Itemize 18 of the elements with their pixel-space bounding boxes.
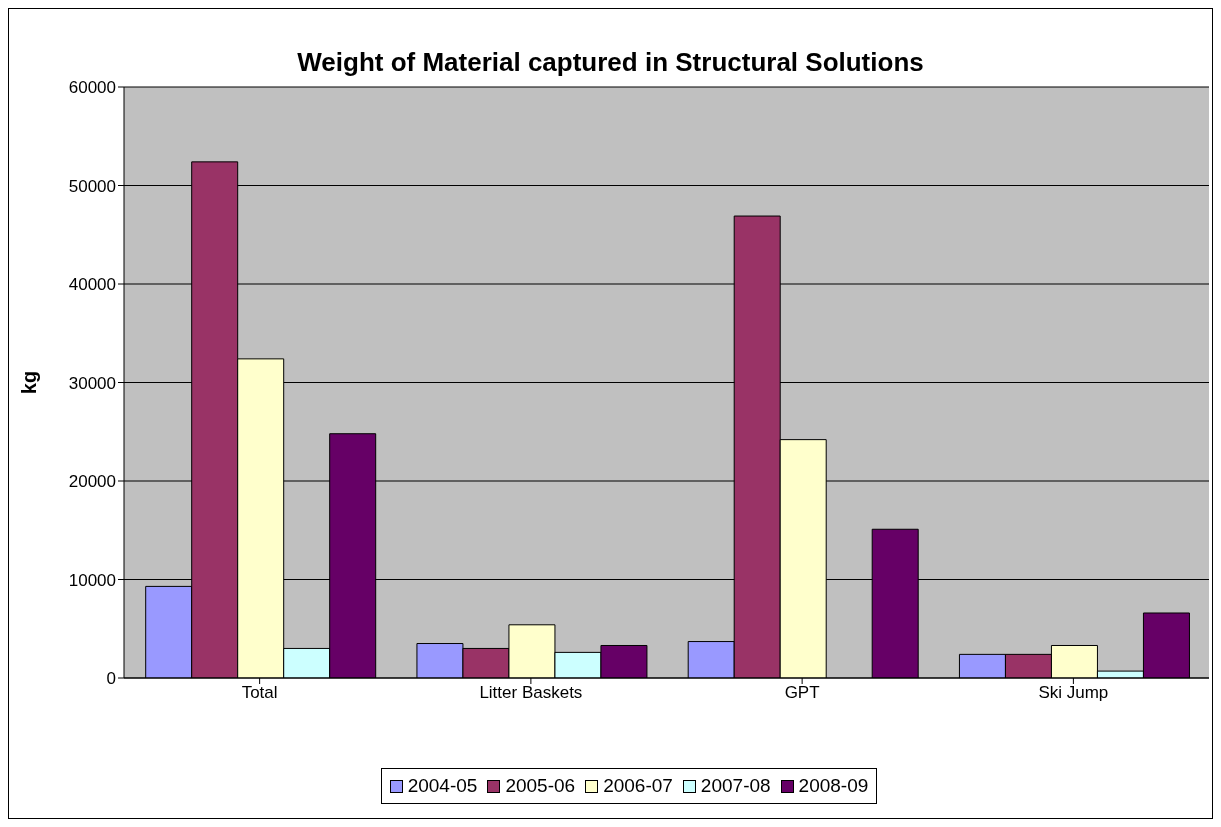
legend-label: 2008-09	[797, 775, 869, 797]
y-tick-label: 50000	[68, 176, 116, 196]
x-tick-label: GPT	[784, 683, 820, 703]
x-tick-label: Ski Jump	[1038, 683, 1109, 703]
legend-label: 2007-08	[699, 775, 771, 797]
legend-label: 2005-06	[504, 775, 576, 797]
x-tick-label: Total	[241, 683, 278, 703]
y-tick-label: 40000	[68, 275, 116, 295]
chart-title: Weight of Material captured in Structural Solutions	[296, 46, 925, 77]
legend-label: 2006-07	[602, 775, 673, 797]
y-tick-label: 20000	[68, 472, 116, 492]
y-tick-label: 10000	[68, 570, 116, 590]
x-tick-label: Litter Baskets	[479, 683, 583, 703]
y-axis-title: kg	[18, 370, 41, 395]
legend-label: 2004-05	[406, 775, 478, 797]
y-tick-label: 60000	[68, 78, 116, 98]
y-tick-label: 30000	[68, 373, 116, 393]
y-tick-label: 0	[106, 669, 116, 689]
